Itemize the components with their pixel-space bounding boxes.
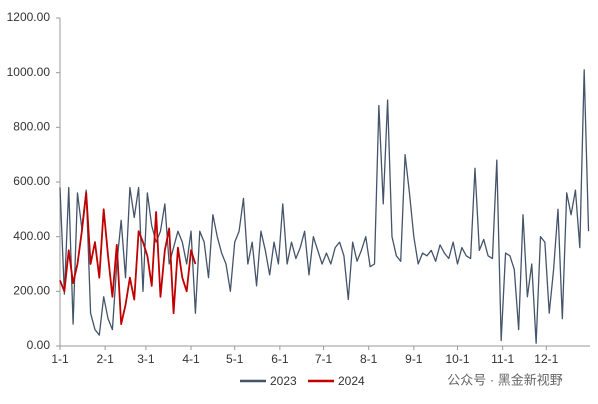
y-tick-label: 1200.00	[7, 10, 51, 24]
x-tick-label: 1-1	[51, 352, 69, 366]
watermark: 公众号 · 黑金新视野	[447, 372, 563, 387]
x-tick-label: 11-1	[491, 352, 514, 366]
y-tick-label: 600.00	[13, 174, 50, 188]
y-tick-label: 200.00	[13, 284, 50, 298]
x-tick-label: 12-1	[534, 352, 558, 366]
x-tick-label: 5-1	[226, 352, 244, 366]
legend-label: 2023	[270, 374, 297, 388]
x-tick-label: 8-1	[360, 352, 378, 366]
x-tick-label: 6-1	[271, 352, 289, 366]
line-series	[59, 192, 197, 326]
x-tick-label: 3-1	[137, 352, 155, 366]
y-tick-label: 1000.00	[7, 65, 51, 79]
y-tick-label: 400.00	[13, 229, 50, 243]
x-tick-label: 10-1	[445, 352, 469, 366]
x-tick-label: 2-1	[96, 352, 114, 366]
x-tick-label: 9-1	[405, 352, 423, 366]
x-tick-label: 7-1	[315, 352, 333, 366]
y-tick-label: 0.00	[27, 338, 51, 352]
y-tick-label: 800.00	[13, 120, 50, 134]
legend-label: 2024	[338, 374, 365, 388]
line-series	[59, 69, 590, 344]
x-tick-label: 4-1	[182, 352, 200, 366]
